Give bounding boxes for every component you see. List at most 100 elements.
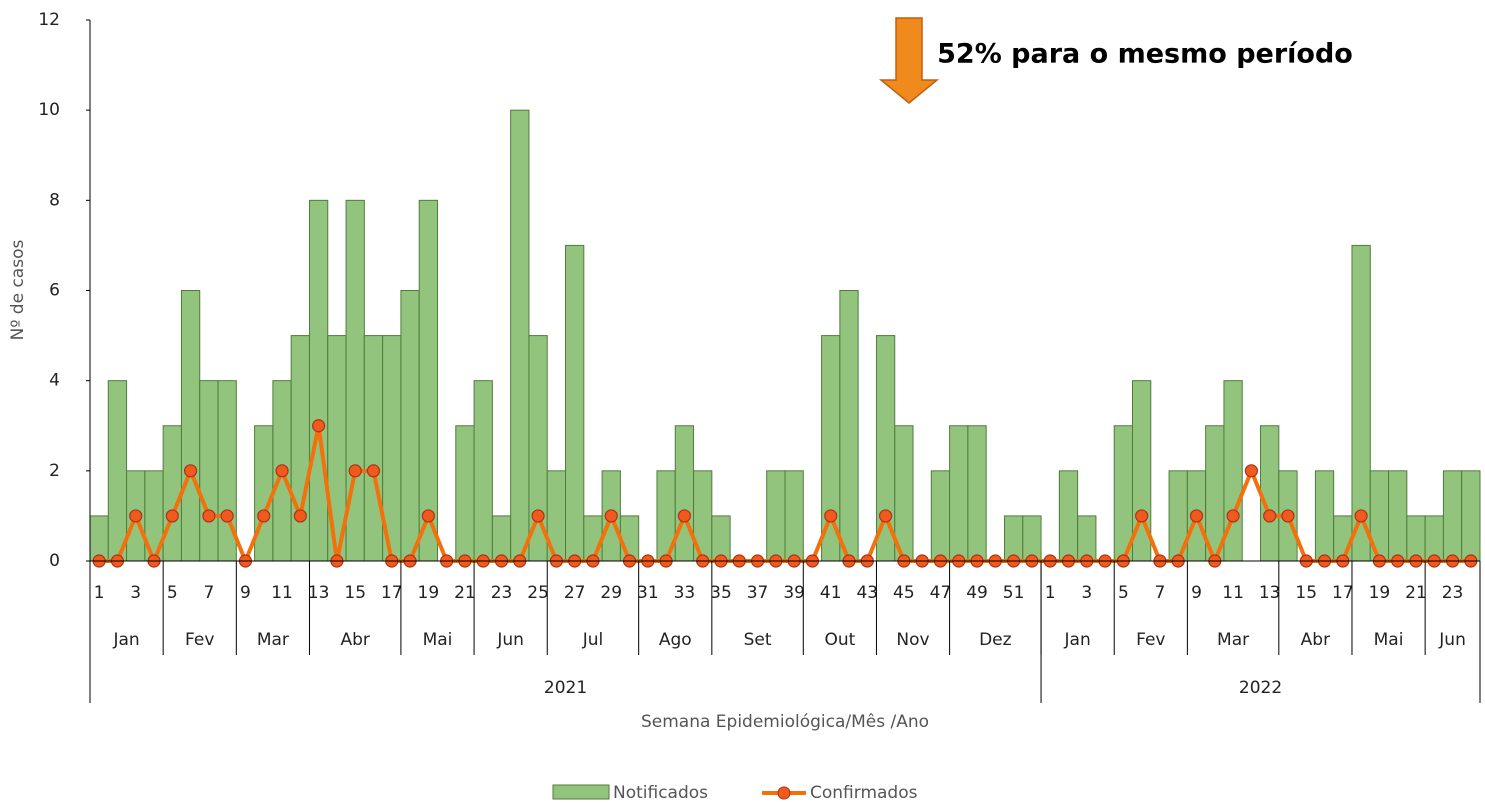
month-label: Jul xyxy=(582,630,604,650)
marker xyxy=(257,509,271,523)
bar xyxy=(491,515,512,562)
x-tick-label: 17 xyxy=(1332,583,1354,603)
marker xyxy=(129,509,143,523)
y-tick-label: 0 xyxy=(49,551,60,571)
month-label: Ago xyxy=(659,630,692,650)
month-label: Nov xyxy=(896,630,929,650)
x-tick-label: 3 xyxy=(130,583,141,603)
x-tick-label: 21 xyxy=(454,583,476,603)
x-tick-label: 37 xyxy=(747,583,769,603)
y-tick-label: 8 xyxy=(49,190,60,210)
x-tick-label: 9 xyxy=(240,583,251,603)
month-label: Abr xyxy=(340,630,369,650)
bar xyxy=(565,244,585,562)
x-tick-label: 33 xyxy=(674,583,696,603)
x-tick-label: 23 xyxy=(491,583,513,603)
bar xyxy=(180,290,201,562)
marker xyxy=(1135,509,1149,523)
x-tick-label: 15 xyxy=(1295,583,1317,603)
marker xyxy=(604,509,618,523)
marker xyxy=(348,464,362,478)
bar xyxy=(766,470,786,562)
x-tick-label: 41 xyxy=(820,583,842,603)
marker xyxy=(312,419,326,433)
marker xyxy=(1354,509,1368,523)
marker xyxy=(275,464,289,478)
bar xyxy=(1333,515,1353,562)
bar xyxy=(1003,515,1024,562)
x-tick-label: 7 xyxy=(203,583,214,603)
y-tick-label: 2 xyxy=(49,461,60,481)
bar xyxy=(162,425,182,562)
bar xyxy=(473,380,493,562)
bar xyxy=(1260,425,1280,562)
month-label: Fev xyxy=(185,630,214,650)
y-axis-label: Nº de casos xyxy=(8,240,28,341)
marker xyxy=(366,464,381,478)
y-tick-label: 12 xyxy=(38,10,60,30)
bar xyxy=(839,290,859,562)
month-label: Jan xyxy=(112,630,139,650)
marker xyxy=(220,509,234,523)
month-label: Mai xyxy=(1374,630,1404,650)
bar xyxy=(1058,470,1079,562)
x-tick-label: 13 xyxy=(1259,583,1281,603)
legend-label: Notificados xyxy=(613,783,708,803)
bar xyxy=(1424,515,1444,562)
month-label: Dez xyxy=(979,630,1012,650)
y-tick-label: 6 xyxy=(49,281,60,301)
bar xyxy=(455,425,475,562)
x-tick-label: 1 xyxy=(94,583,105,603)
x-tick-label: 25 xyxy=(527,583,549,603)
month-label: Jan xyxy=(1064,630,1091,650)
x-tick-label: 19 xyxy=(1369,583,1391,603)
bar xyxy=(674,425,695,562)
marker xyxy=(1281,509,1295,523)
marker xyxy=(293,509,307,523)
x-axis-label: Semana Epidemiológica/Mês /Ano xyxy=(641,712,929,732)
marker xyxy=(1189,509,1204,523)
month-label: Mai xyxy=(423,630,453,650)
month-label: Jun xyxy=(1438,630,1466,650)
arrow xyxy=(878,17,940,104)
month-label: Abr xyxy=(1301,630,1330,650)
month-label: Mar xyxy=(1217,630,1249,650)
x-tick-label: 35 xyxy=(710,583,732,603)
bar xyxy=(199,380,219,562)
y-tick-label: 4 xyxy=(49,371,60,391)
bar xyxy=(89,515,109,562)
month-label: Jun xyxy=(496,630,524,650)
marker xyxy=(165,509,179,523)
month-label: Mar xyxy=(257,630,289,650)
bar xyxy=(107,380,128,562)
month-label: Out xyxy=(824,630,855,650)
marker xyxy=(1226,509,1240,523)
marker xyxy=(202,509,216,523)
bar xyxy=(1461,470,1481,562)
marker xyxy=(824,509,838,523)
bar xyxy=(308,199,329,562)
x-tick-label: 5 xyxy=(1118,583,1129,603)
marker xyxy=(677,509,692,523)
bar xyxy=(1314,470,1335,562)
bar xyxy=(967,425,987,562)
x-tick-label: 11 xyxy=(271,583,293,603)
marker xyxy=(1244,464,1258,478)
x-tick-label: 23 xyxy=(1442,583,1464,603)
x-tick-label: 47 xyxy=(930,583,952,603)
x-tick-label: 13 xyxy=(308,583,330,603)
x-tick-label: 5 xyxy=(167,583,178,603)
x-tick-label: 15 xyxy=(344,583,366,603)
bar xyxy=(363,335,384,562)
year-label: 2021 xyxy=(544,678,587,698)
bar xyxy=(784,470,804,562)
bar xyxy=(510,109,530,562)
bar xyxy=(254,425,274,562)
month-label: Fev xyxy=(1136,630,1165,650)
legend-swatch xyxy=(777,786,791,800)
legend-swatch xyxy=(552,784,610,800)
bar xyxy=(1442,470,1463,562)
x-tick-label: 1 xyxy=(1045,583,1056,603)
